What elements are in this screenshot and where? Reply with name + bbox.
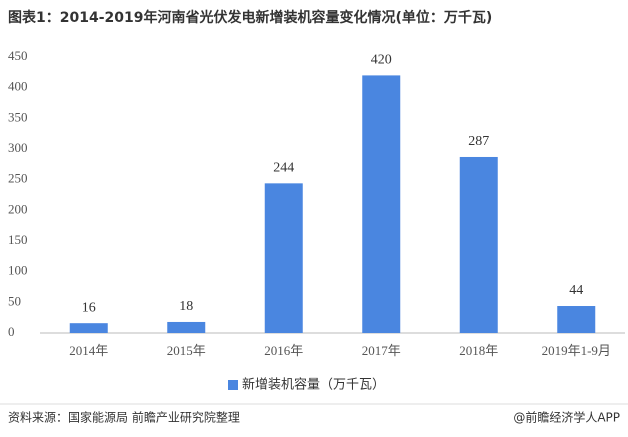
y-tick-label: 150: [8, 232, 28, 247]
footer-source: 资料来源：国家能源局 前瞻产业研究院整理: [8, 410, 240, 425]
x-tick-label: 2016年: [264, 343, 303, 358]
y-tick-label: 300: [8, 140, 28, 155]
bar: [362, 75, 401, 334]
value-label: 16: [82, 300, 96, 315]
bar: [69, 323, 108, 333]
x-tick-label: 2019年1-9月: [542, 343, 611, 358]
bar: [264, 183, 303, 333]
y-tick-label: 100: [8, 263, 28, 278]
value-label: 420: [371, 53, 392, 68]
y-tick-label: 450: [8, 48, 28, 63]
y-tick-label: 250: [8, 171, 28, 186]
value-label: 18: [179, 299, 193, 314]
x-tick-label: 2017年: [362, 343, 401, 358]
bar: [167, 321, 206, 333]
footer-brand: @前瞻经济学人APP: [513, 410, 620, 425]
value-label: 244: [273, 161, 294, 176]
legend-label: 新增装机容量（万千瓦）: [242, 377, 385, 393]
y-tick-label: 50: [8, 293, 21, 308]
y-tick-label: 350: [8, 109, 28, 124]
y-tick-label: 0: [8, 324, 15, 339]
x-tick-label: 2014年: [69, 343, 108, 358]
y-tick-label: 400: [8, 79, 28, 94]
x-tick-label: 2015年: [167, 343, 206, 358]
bar: [459, 156, 498, 333]
bar: [557, 306, 596, 333]
value-label: 44: [569, 283, 583, 298]
chart-title: 图表1：2014-2019年河南省光伏发电新增装机容量变化情况(单位：万千瓦): [8, 9, 492, 26]
legend-swatch: [228, 380, 238, 390]
value-label: 287: [468, 134, 489, 149]
x-tick-label: 2018年: [459, 343, 498, 358]
y-tick-label: 200: [8, 201, 28, 216]
